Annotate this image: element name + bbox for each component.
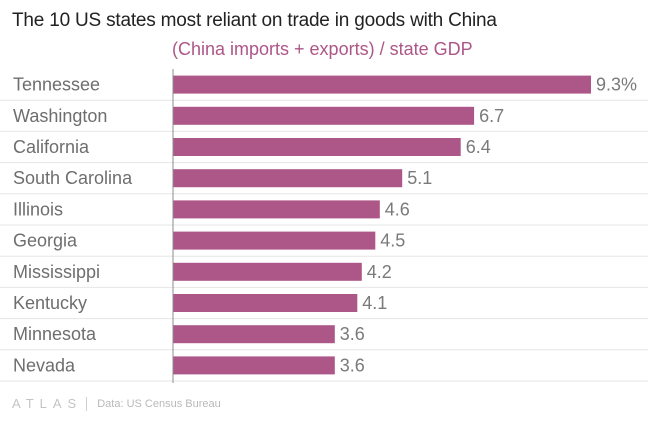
bar: [173, 325, 335, 344]
value-label: 4.6: [385, 199, 410, 219]
footer-divider: [86, 396, 88, 411]
category-label: Illinois: [13, 199, 63, 219]
bar: [173, 356, 335, 375]
bar: [173, 169, 403, 188]
value-label: 5.1: [407, 168, 432, 188]
value-label: 3.6: [340, 324, 365, 344]
chart-footer: ATLAS Data: US Census Bureau: [12, 396, 221, 411]
chart-title: The 10 US states most reliant on trade i…: [12, 10, 497, 31]
category-label: Washington: [13, 106, 107, 126]
value-label: 4.1: [362, 293, 387, 313]
category-label: Georgia: [13, 231, 78, 251]
atlas-logo: ATLAS: [12, 396, 83, 411]
source-note: Data: US Census Bureau: [97, 397, 221, 410]
category-label: Minnesota: [13, 324, 97, 344]
category-label: Tennessee: [13, 75, 100, 95]
value-label: 6.4: [466, 137, 491, 157]
bar: [173, 294, 358, 312]
category-label: Mississippi: [13, 262, 100, 282]
value-label: 4.5: [380, 231, 405, 251]
bar: [173, 106, 475, 125]
chart-subtitle: (China imports + exports) / state GDP: [172, 39, 473, 59]
bar: [173, 231, 376, 250]
bar: [173, 138, 461, 156]
category-label: Nevada: [13, 355, 76, 375]
category-label: California: [13, 137, 90, 157]
value-label: 6.7: [479, 106, 504, 126]
bar: [173, 75, 591, 94]
value-label: 9.3%: [596, 75, 637, 95]
category-label: Kentucky: [13, 293, 87, 313]
bar: [173, 262, 362, 281]
value-label: 3.6: [340, 355, 365, 375]
category-label: South Carolina: [13, 168, 133, 188]
value-label: 4.2: [367, 262, 392, 282]
bar: [173, 200, 380, 219]
